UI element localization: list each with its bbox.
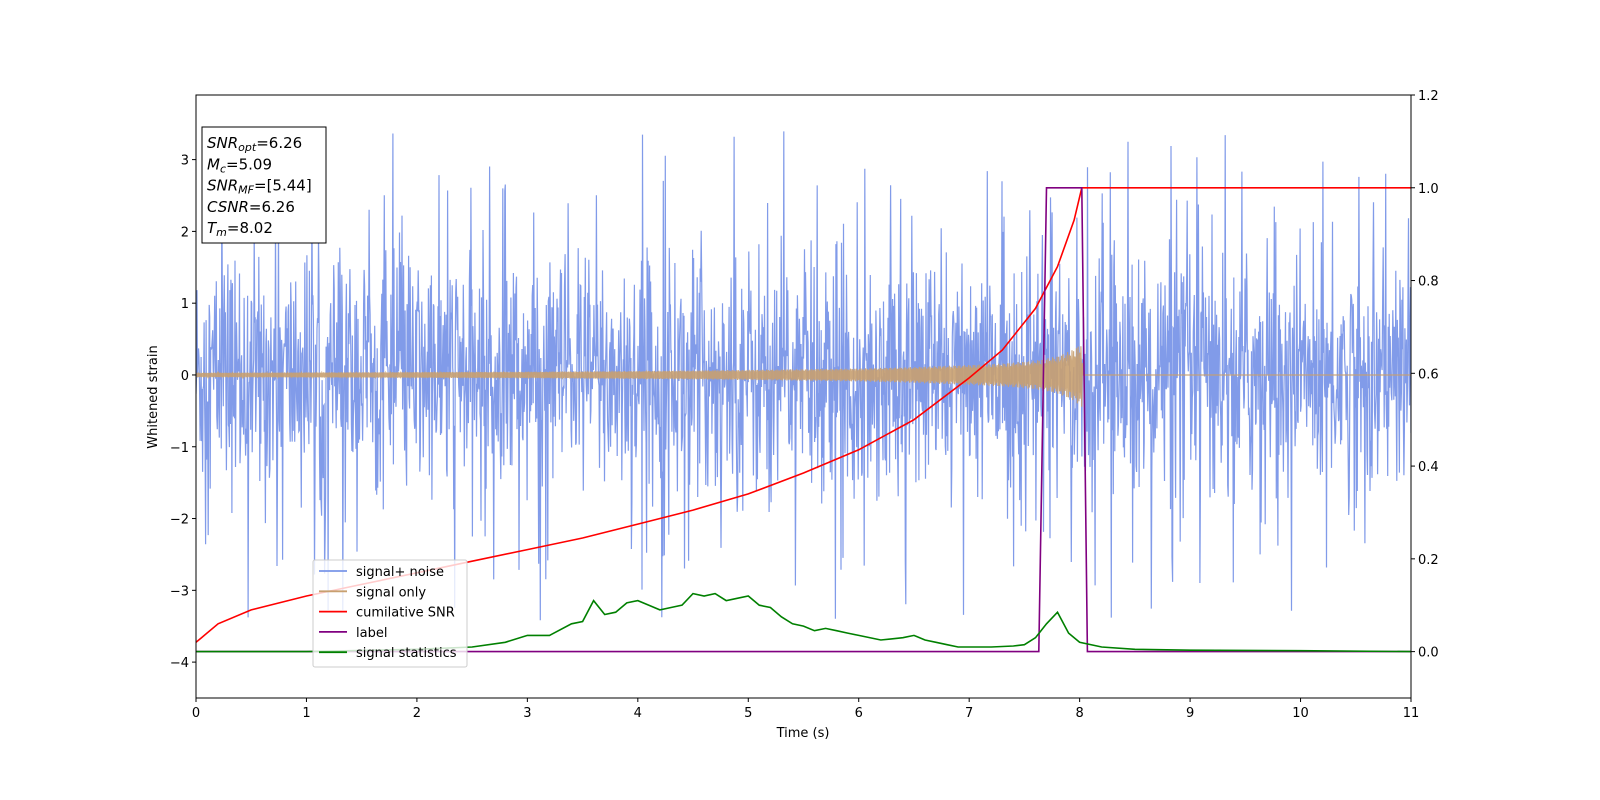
x-axis: 0 1 2 3 4 5 6 7 8 9 10 11: [192, 698, 1419, 721]
x-tick-label: 6: [855, 706, 863, 721]
series-cumulative-snr-line: [196, 187, 1411, 643]
x-tick-label: 9: [1186, 706, 1194, 721]
x-tick-label: 11: [1403, 706, 1420, 721]
x-tick-label: 10: [1292, 706, 1309, 721]
series-signal-noise-line: [196, 131, 1411, 621]
annotation-line: SNRopt=6.26: [207, 134, 302, 154]
x-tick-label: 2: [413, 706, 421, 721]
y2-tick-label: 0.6: [1418, 367, 1439, 382]
y2-tick-label: 0.4: [1418, 460, 1439, 475]
y-axis-right: 0.0 0.2 0.4 0.6 0.8 1.0 1.2: [1411, 89, 1439, 661]
signal-noise-series: [196, 131, 1411, 621]
y2-tick-label: 1.2: [1418, 89, 1439, 104]
series-signal-only-line: [196, 346, 1411, 407]
y2-tick-label: 0.2: [1418, 553, 1439, 568]
y-tick-label: −3: [170, 584, 189, 599]
y2-tick-label: 0.8: [1418, 275, 1439, 290]
x-axis-label: Time (s): [776, 726, 830, 741]
annotation-line: CSNR=6.26: [207, 198, 295, 216]
plot-frame: [195, 94, 1412, 699]
y-tick-label: −4: [170, 656, 189, 671]
series-label-line: [196, 187, 1411, 653]
series-signal-statistics-line: [196, 592, 1411, 653]
y-tick-label: 2: [181, 225, 189, 240]
x-tick-label: 5: [744, 706, 752, 721]
x-tick-label: 7: [965, 706, 973, 721]
signal-only-series: [196, 346, 1411, 407]
legend-label: label: [356, 626, 387, 641]
y-axis-label: Whitened strain: [146, 345, 161, 448]
y-tick-label: 0: [181, 369, 189, 384]
legend-label: signal statistics: [356, 646, 457, 661]
y-tick-label: 3: [181, 154, 189, 169]
annotation-line: SNRMF=[5.44]: [207, 177, 312, 197]
right-axis-series: [196, 187, 1411, 653]
legend-label: cumilative SNR: [356, 606, 455, 621]
y-tick-label: −1: [170, 441, 189, 456]
annotation-line: Tm=8.02: [207, 219, 273, 239]
legend: signal+ noise signal only cumilative SNR la…: [312, 559, 468, 668]
y-tick-label: 1: [181, 297, 189, 312]
y2-tick-label: 1.0: [1418, 182, 1439, 197]
y-tick-label: −2: [170, 513, 189, 528]
legend-label: signal only: [356, 585, 426, 600]
x-tick-label: 3: [523, 706, 531, 721]
y-axis-left: −4 −3 −2 −1 0 1 2 3: [170, 154, 196, 671]
x-tick-label: 4: [634, 706, 642, 721]
annotation-line: Mc=5.09: [207, 155, 272, 175]
x-tick-label: 0: [192, 706, 200, 721]
x-tick-label: 8: [1075, 706, 1083, 721]
legend-label: signal+ noise: [356, 565, 444, 580]
y2-tick-label: 0.0: [1418, 646, 1439, 661]
x-tick-label: 1: [302, 706, 310, 721]
